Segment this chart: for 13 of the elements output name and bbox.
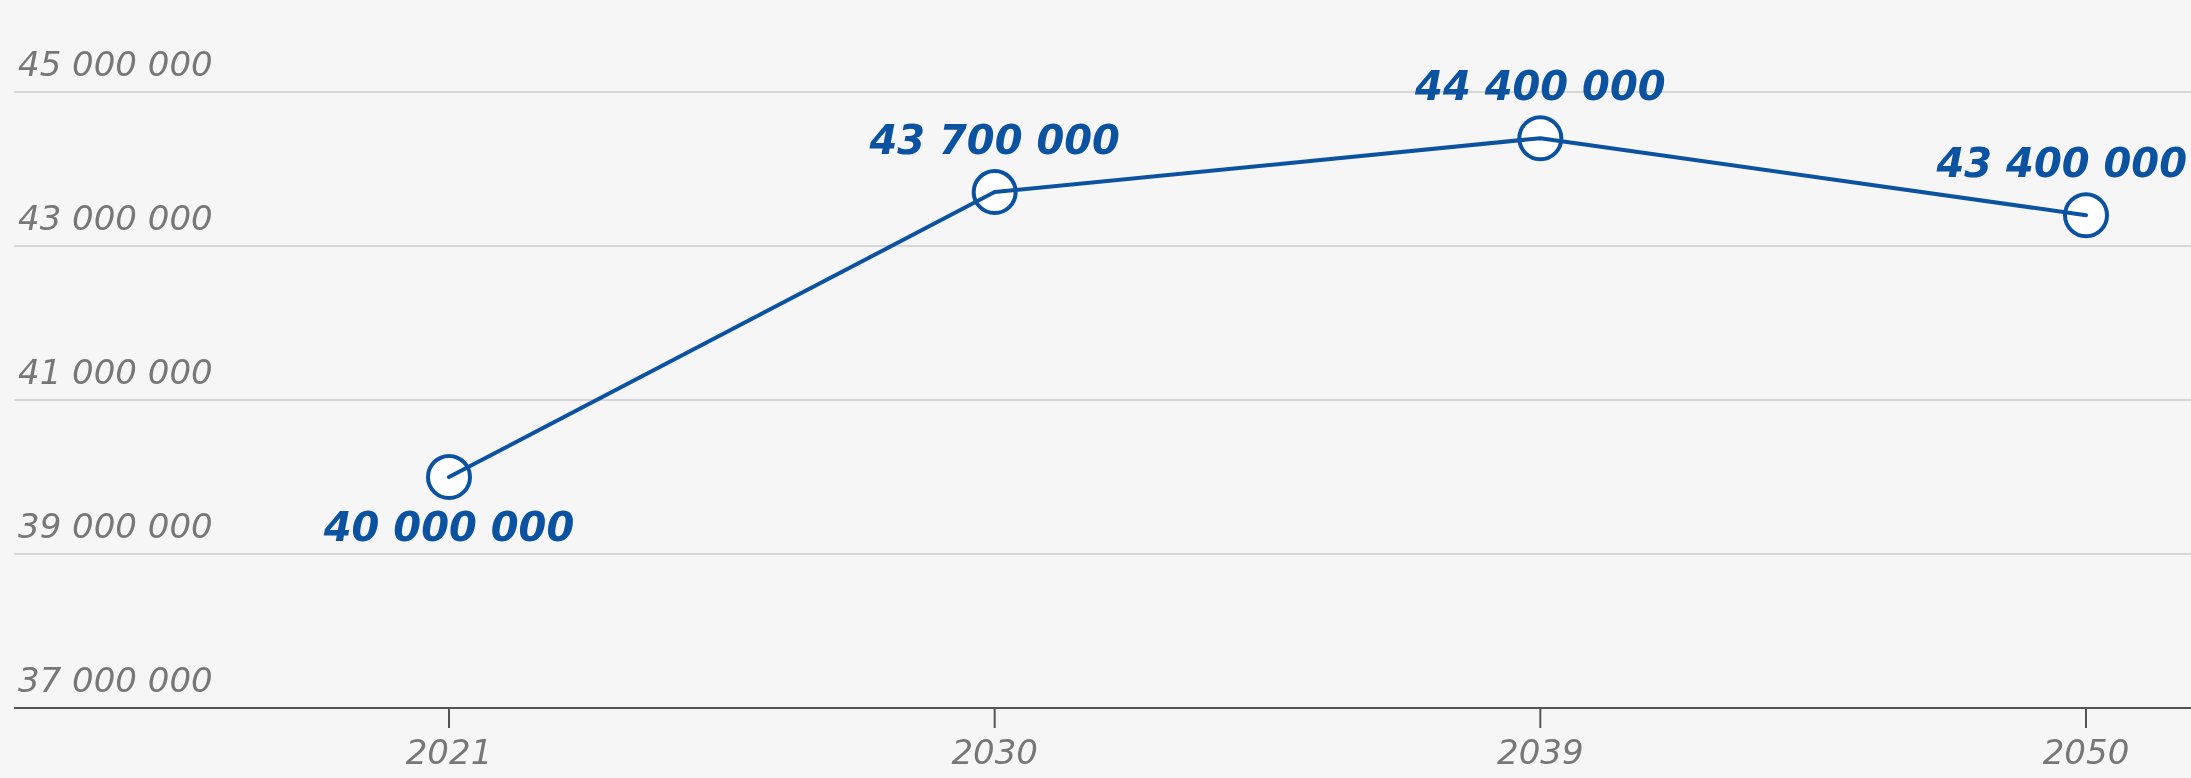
data-label: 40 000 000 (322, 504, 575, 550)
x-tick-label: 2039 (1497, 732, 1584, 772)
y-tick-label: 37 000 000 (18, 660, 213, 700)
x-tick-label: 2021 (405, 732, 493, 772)
data-label: 43 700 000 (868, 117, 1120, 164)
y-tick-label: 45 000 000 (18, 44, 213, 84)
y-tick-label: 43 000 000 (18, 198, 213, 238)
data-label: 44 400 000 (1414, 63, 1666, 110)
y-tick-label: 39 000 000 (18, 506, 213, 546)
x-tick-label: 2030 (951, 732, 1038, 772)
data-label: 43 400 000 (1935, 140, 2187, 187)
y-tick-label: 41 000 000 (18, 352, 213, 392)
x-tick-label: 2050 (2042, 732, 2130, 772)
